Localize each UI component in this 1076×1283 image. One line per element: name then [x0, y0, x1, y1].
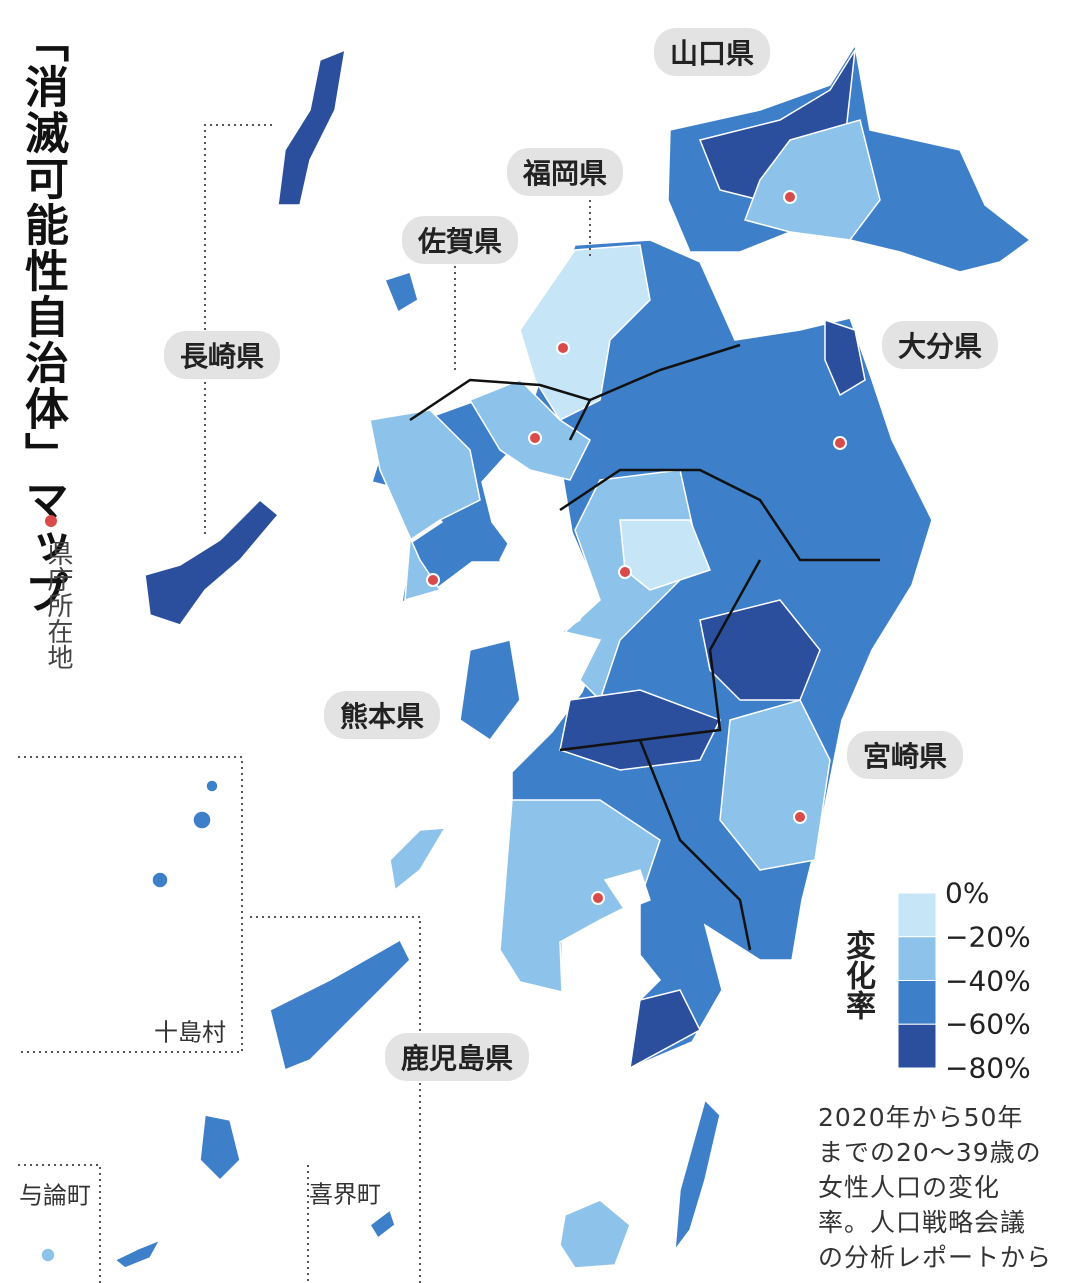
source-line: までの20〜39歳の — [818, 1138, 1042, 1167]
capital — [426, 573, 440, 587]
legend-label: −60% — [945, 1007, 1031, 1041]
ariake-sea — [499, 469, 591, 642]
capital — [528, 431, 542, 445]
border — [589, 343, 741, 402]
capital-marker — [45, 515, 57, 527]
legend-title: 変化率 — [840, 930, 875, 1020]
toshima-isl — [205, 779, 219, 793]
pref-label: 鹿児島県 — [384, 1033, 530, 1081]
yakushima — [559, 1199, 631, 1269]
amakusa — [459, 639, 521, 742]
legend-swatch — [897, 892, 937, 938]
okinoerabu — [113, 1238, 162, 1269]
pref-label: 熊本県 — [323, 691, 441, 739]
kumamoto-center — [619, 519, 711, 591]
box — [250, 916, 421, 1283]
legend-swatch — [897, 1023, 937, 1069]
border — [638, 739, 752, 951]
source-line: 2020年から50年 — [818, 1103, 1024, 1132]
legend-swatch — [897, 980, 937, 1025]
capital — [556, 341, 570, 355]
toshima-isl — [192, 810, 212, 830]
capital — [793, 810, 807, 824]
legend-swatch — [897, 936, 937, 981]
tanegashima — [674, 1098, 721, 1253]
box — [18, 756, 243, 1053]
capital — [618, 565, 632, 579]
miyazaki-light — [719, 699, 831, 871]
source-note: 2020年から50年 までの20〜39歳の 女性人口の変化 率。人口戦略会議 の分析レポ… — [818, 1100, 1052, 1275]
legend — [897, 892, 937, 1069]
capital — [591, 891, 605, 905]
pref-label: 福岡県 — [506, 148, 624, 196]
pref-label: 宮崎県 — [846, 731, 964, 779]
legend-label: −80% — [945, 1051, 1031, 1085]
goto — [144, 498, 280, 626]
land — [40, 42, 1032, 1269]
osumi-dark — [629, 989, 701, 1070]
capital-note: 県庁所在地 — [43, 540, 73, 670]
borders — [409, 343, 880, 951]
yoron — [40, 1247, 56, 1263]
island-label: 与論町 — [19, 1181, 91, 1210]
fukuoka-light — [519, 244, 651, 421]
iki — [384, 271, 419, 314]
source-line: 率。人口戦略会議 — [818, 1208, 1027, 1237]
capital — [783, 190, 797, 204]
border — [409, 378, 592, 441]
border — [559, 468, 880, 562]
legend-label: 0% — [945, 876, 990, 910]
capitals — [426, 190, 847, 905]
kikai — [369, 1208, 396, 1240]
pref-label: 山口県 — [653, 28, 771, 76]
leaders — [18, 124, 591, 1283]
source-line: の分析レポートから — [818, 1243, 1053, 1272]
leader — [204, 124, 272, 535]
island-label: 喜界町 — [309, 1180, 381, 1209]
island-label: 十島村 — [154, 1018, 226, 1047]
tsushima — [277, 48, 346, 206]
pref-label: 長崎県 — [163, 331, 281, 379]
pref-label: 佐賀県 — [401, 216, 519, 264]
capital — [833, 436, 847, 450]
nagasaki-light — [369, 409, 481, 602]
yamaguchi-light — [744, 119, 881, 241]
border — [559, 559, 762, 752]
kagoshima-light — [499, 799, 661, 993]
oita-dark — [824, 318, 866, 397]
amami — [269, 938, 411, 1072]
title: 「消滅可能性自治体」マップ — [17, 18, 68, 616]
legend-label: −40% — [945, 964, 1031, 997]
kagoshima-bay — [603, 869, 651, 911]
saga-light — [468, 379, 591, 481]
koshiki — [389, 827, 447, 892]
toshima-isl — [151, 871, 169, 889]
pref-label: 大分県 — [881, 321, 999, 369]
tokunoshima — [199, 1114, 241, 1182]
source-line: 女性人口の変化 — [818, 1173, 1001, 1202]
legend-label: −20% — [945, 920, 1031, 954]
